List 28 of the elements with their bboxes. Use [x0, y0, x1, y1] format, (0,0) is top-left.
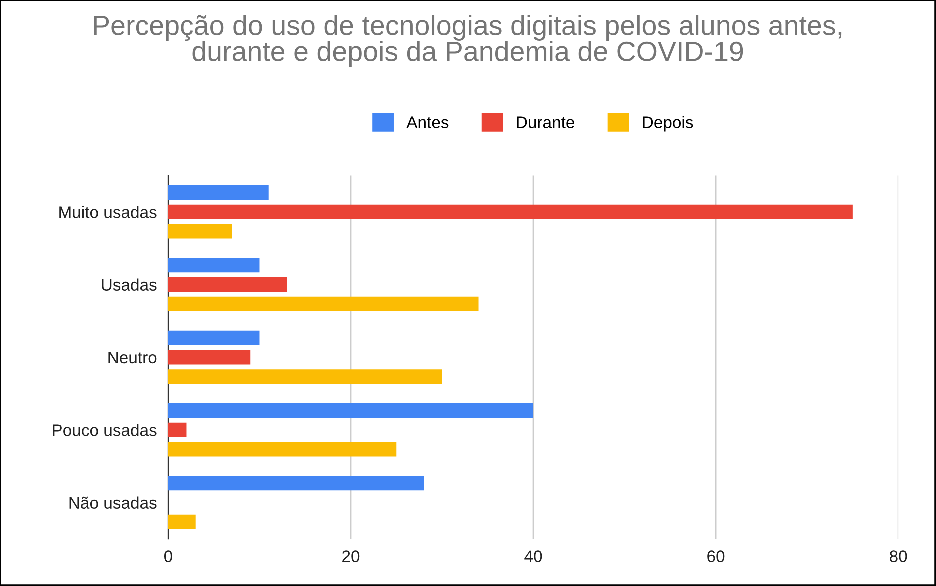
bar: [168, 370, 442, 384]
bar: [168, 514, 196, 530]
y-tick-label: Não usadas: [70, 496, 157, 509]
chart-title: Percepção do uso de tecnologias digitais pelos alunos antes, durante e depois da Pandemia de COVID-19: [94, 15, 842, 67]
x-tick-label: 80: [890, 550, 908, 562]
bar: [168, 350, 251, 365]
bar: [168, 422, 187, 438]
bar: [168, 296, 479, 312]
bar: [168, 403, 534, 418]
x-tick-label: 40: [524, 550, 542, 562]
x-tick-label: 20: [342, 550, 360, 562]
bar: [168, 204, 853, 220]
y-tick-label: Neutro: [108, 352, 157, 364]
bar: [168, 224, 232, 239]
legend-label: Durante: [517, 116, 574, 128]
legend-label: Depois: [643, 116, 694, 132]
y-tick-label: Usadas: [102, 278, 157, 291]
bar: [168, 258, 260, 273]
bar: [168, 442, 397, 457]
bar: [168, 185, 269, 200]
y-tick-label: Pouco usadas: [53, 424, 157, 436]
x-tick-label: 60: [708, 550, 725, 562]
x-tick-label: 0: [164, 550, 172, 562]
legend-label: Antes: [406, 116, 449, 128]
bar: [168, 330, 260, 346]
bar: [168, 476, 424, 491]
bar: [168, 278, 288, 292]
y-tick-label: Muito usadas: [60, 206, 157, 218]
